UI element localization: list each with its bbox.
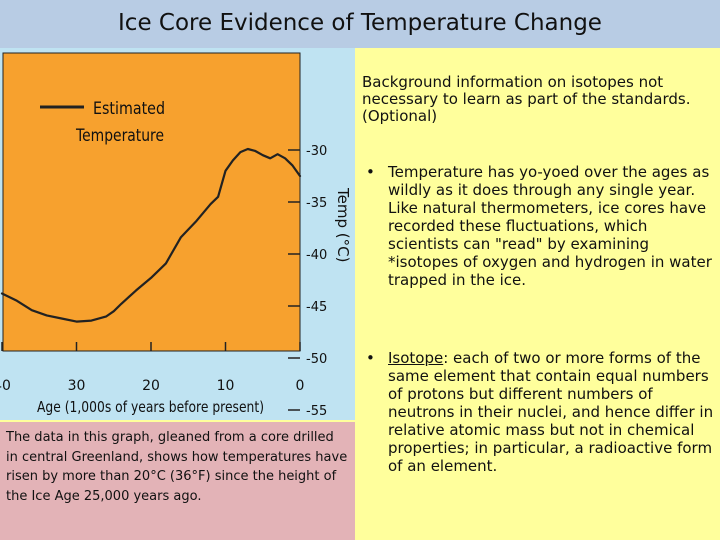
slide-title: Ice Core Evidence of Temperature Change <box>118 10 602 36</box>
legend-label-line1: Estimated <box>93 99 165 119</box>
caption-box: The data in this graph, gleaned from a c… <box>0 422 355 540</box>
bullet-temperature: • Temperature has yo-yoed over the ages … <box>366 163 716 289</box>
y-axis-label: Temp (°C) <box>334 187 352 262</box>
y-tick-label: -35 <box>306 196 327 211</box>
title-bar: Ice Core Evidence of Temperature Change <box>0 0 720 48</box>
x-tick-label: 0 <box>296 378 305 394</box>
x-axis-label: Age (1,000s of years before present) <box>37 398 264 416</box>
x-tick-label: 30 <box>68 378 86 394</box>
background-note: Background information on isotopes not n… <box>362 73 691 125</box>
x-tick-label: 10 <box>217 378 235 394</box>
x-tick-label: 40 <box>0 378 11 394</box>
temperature-chart: Estimated Temperature -30 -35 -40 -45 -50 -55… <box>0 52 352 419</box>
y-tick-label: -30 <box>306 144 327 159</box>
y-tick-label: -40 <box>306 248 327 263</box>
y-tick-label: -50 <box>306 352 327 367</box>
bullet-dot: • <box>366 163 375 181</box>
graph-area: Estimated Temperature -30 -35 -40 -45 -50 -55… <box>0 48 355 420</box>
x-tick-label: 20 <box>142 378 160 394</box>
isotope-definition: : each of two or more forms of the same … <box>388 349 714 475</box>
y-tick-label: -45 <box>306 300 327 315</box>
y-axis-ticks: -30 -35 -40 -45 -50 -55 <box>288 144 327 419</box>
estimated-temperature-line <box>0 147 302 323</box>
x-axis-ticks: 40 30 20 10 0 <box>0 342 304 394</box>
legend-label-line2: Temperature <box>75 126 164 146</box>
bullet-temperature-text: Temperature has yo-yoed over the ages as… <box>388 163 712 289</box>
graph-caption: The data in this graph, gleaned from a c… <box>6 430 348 504</box>
y-tick-label: -55 <box>306 404 327 419</box>
bullet-isotope-text: Isotope: each of two or more forms of th… <box>388 349 716 475</box>
isotope-term: Isotope <box>388 349 444 367</box>
bullet-dot: • <box>366 349 375 367</box>
bullet-isotope: • Isotope: each of two or more forms of … <box>366 349 716 475</box>
plot-area <box>2 52 301 352</box>
